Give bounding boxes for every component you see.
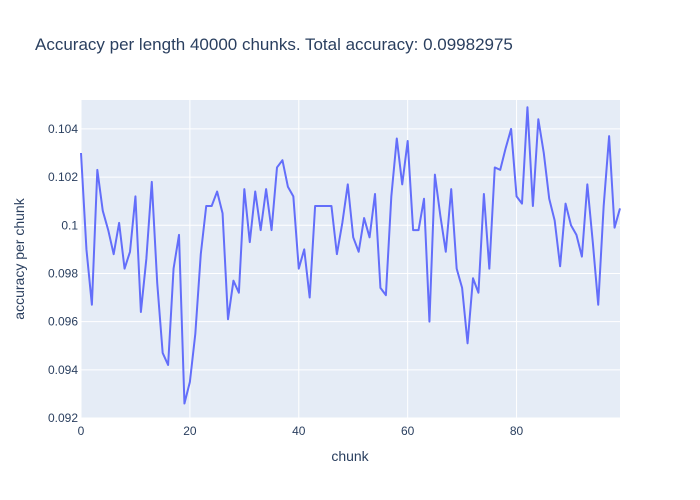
- y-tick-label: 0.092: [48, 411, 78, 425]
- y-tick-label: 0.094: [48, 363, 78, 377]
- y-tick-label: 0.102: [48, 170, 78, 184]
- y-tick-label: 0.1: [61, 218, 78, 232]
- y-axis-title: accuracy per chunk: [11, 197, 27, 319]
- x-tick-label: 0: [78, 424, 85, 438]
- series-line: [80, 106, 621, 405]
- x-tick-label: 80: [510, 424, 524, 438]
- x-axis-title: chunk: [331, 448, 369, 464]
- y-tick-labels: 0.092 0.094 0.096 0.098 0.1 0.102 0.104: [48, 122, 78, 425]
- y-tick-label: 0.104: [48, 122, 78, 136]
- x-tick-label: 40: [292, 424, 306, 438]
- chart-title: Accuracy per length 40000 chunks. Total …: [35, 35, 513, 54]
- y-tick-label: 0.096: [48, 315, 78, 329]
- y-tick-label: 0.098: [48, 266, 78, 280]
- x-tick-label: 60: [401, 424, 415, 438]
- x-tick-label: 20: [183, 424, 197, 438]
- x-tick-labels: 0 20 40 60 80: [78, 424, 524, 438]
